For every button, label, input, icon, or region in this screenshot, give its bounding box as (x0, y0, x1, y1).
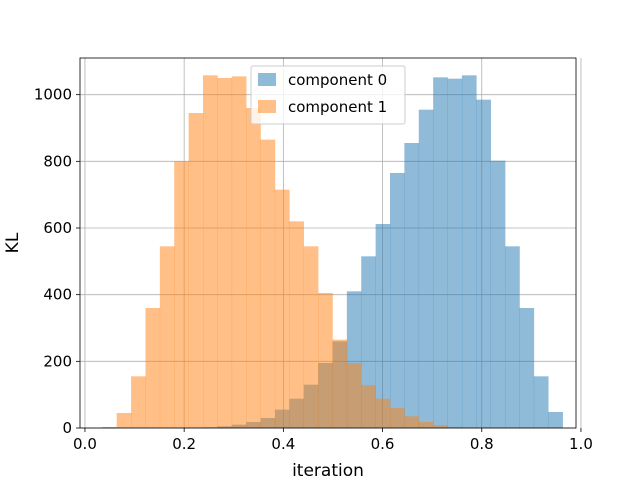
histogram-bar-component-1 (246, 108, 261, 428)
x-tick-label: 0.0 (73, 435, 97, 453)
histogram-bar-component-0 (490, 160, 506, 428)
histogram-bars (102, 75, 563, 429)
histogram-bar-component-0 (519, 308, 535, 428)
legend: component 0 component 1 (250, 65, 406, 125)
histogram-bar-component-0 (390, 173, 405, 428)
histogram-bar-component-1 (174, 161, 189, 429)
histogram-bar-component-1 (418, 422, 434, 428)
histogram-bar-component-1 (203, 75, 218, 428)
y-tick-label: 0 (62, 419, 72, 437)
histogram-bar-component-1 (433, 425, 448, 428)
legend-swatch-component-0 (258, 73, 276, 86)
histogram-bar-component-0 (375, 224, 391, 428)
legend-label-component-1: component 1 (288, 98, 387, 116)
histogram-bar-component-0 (533, 376, 549, 428)
histogram-bar-component-1 (145, 308, 161, 428)
histogram-bar-component-1 (289, 221, 304, 428)
y-tick-label: 400 (43, 286, 72, 304)
histogram-bar-component-1 (274, 189, 290, 428)
histogram-bar-component-1 (332, 339, 348, 428)
histogram-bar-component-0 (433, 77, 448, 428)
y-tick-label: 600 (43, 219, 72, 237)
histogram-bar-component-1 (318, 293, 333, 428)
y-axis-label: KL (3, 232, 23, 253)
histogram-bar-component-1 (131, 376, 146, 428)
histogram-bar-component-1 (102, 427, 118, 428)
histogram-bar-component-0 (404, 143, 420, 428)
histogram-bar-component-1 (375, 398, 391, 428)
legend-box (250, 65, 406, 125)
histogram-bar-component-1 (260, 139, 276, 428)
histogram-bar-component-0 (461, 75, 477, 428)
y-tick-label: 200 (43, 352, 72, 370)
histogram-bar-component-1 (303, 246, 319, 428)
legend-label-component-0: component 0 (288, 71, 387, 89)
plot-frame (79, 57, 577, 429)
histogram-bar-component-0 (548, 412, 563, 428)
histogram-bar-component-1 (404, 416, 420, 428)
histogram-bar-component-1 (361, 385, 376, 428)
x-tick-label: 0.6 (371, 435, 395, 453)
histogram-bar-component-1 (116, 413, 132, 428)
histogram-bar-component-0 (418, 109, 434, 429)
histogram-bar-component-1 (390, 408, 405, 428)
histogram-bar-component-1 (447, 427, 463, 428)
x-tick-label: 0.8 (470, 435, 494, 453)
histogram-bar-component-1 (217, 78, 233, 428)
histogram-bar-component-0 (476, 99, 491, 429)
histogram-bar-component-1 (346, 363, 362, 428)
histogram-bar-component-1 (188, 113, 204, 428)
x-axis-label: iteration (292, 461, 364, 480)
y-tick-label: 1000 (34, 86, 72, 104)
x-tick-label: 0.2 (172, 435, 196, 453)
histogram-bar-component-1 (159, 246, 175, 428)
histogram-bar-component-1 (231, 76, 247, 428)
x-tick-label: 1.0 (569, 435, 593, 453)
axis-ticks: 0.0 0.2 0.4 0.6 0.8 1.0 0 200 400 600 800 1000 (34, 86, 593, 453)
legend-swatch-component-1 (258, 100, 276, 113)
histogram-bar-component-0 (505, 246, 520, 428)
histogram-bar-component-0 (361, 256, 376, 428)
histogram-bar-component-0 (447, 78, 463, 429)
y-tick-label: 800 (43, 152, 72, 170)
x-tick-label: 0.4 (271, 435, 295, 453)
